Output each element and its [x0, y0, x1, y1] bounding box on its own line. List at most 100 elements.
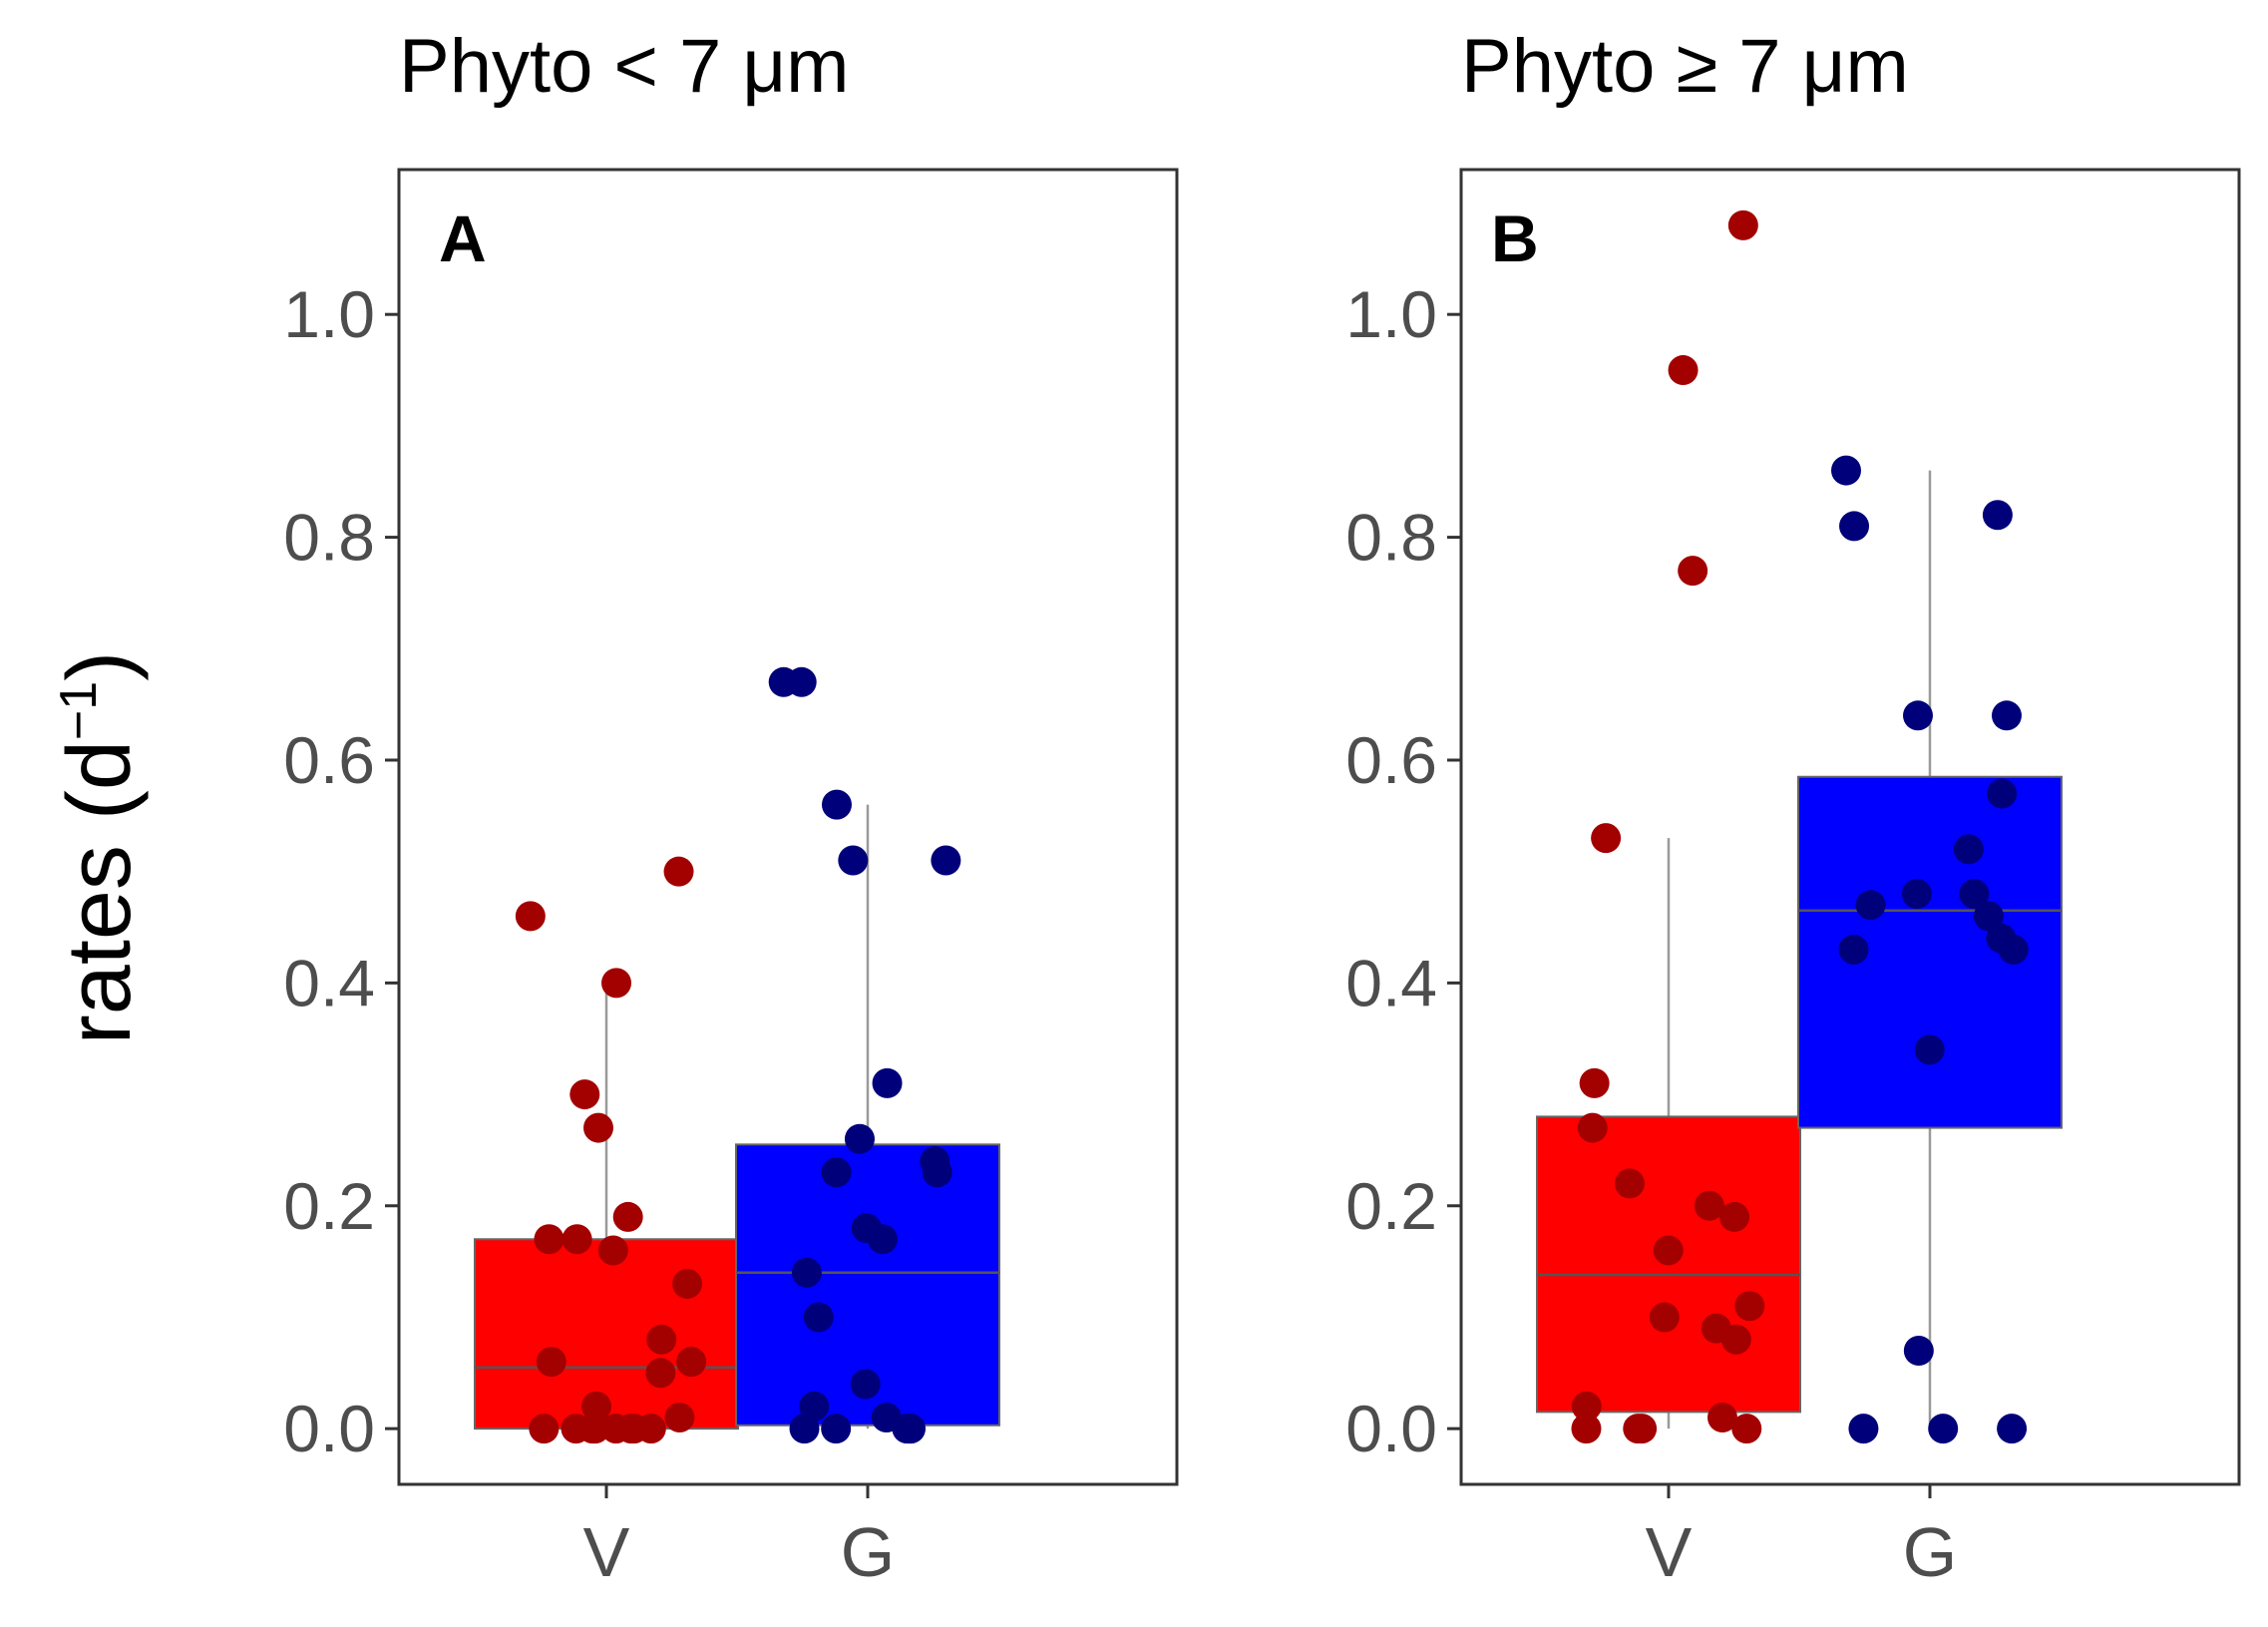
- panel-b-y-ticks: 0.0 0.2 0.4 0.6 0.8 1.0: [1345, 277, 1461, 1465]
- panel-b-g-point: [1953, 834, 1984, 865]
- panel-a-v-point: [612, 1201, 643, 1232]
- panel-a-g-point: [922, 1157, 952, 1188]
- panel-a-g-point: [821, 1157, 852, 1188]
- panel-b-v-point: [1577, 1112, 1608, 1143]
- panel-b-v-point: [1591, 823, 1622, 854]
- panel-a-v-point: [618, 1414, 649, 1444]
- panel-a-x-tick-label: V: [583, 1513, 630, 1591]
- panel-b-v-point: [1649, 1302, 1680, 1333]
- panel-b-letter: B: [1491, 202, 1539, 275]
- panel-b-g-point: [1839, 511, 1870, 542]
- panel-a-g-point: [838, 845, 869, 876]
- panel-a-v-point: [597, 1235, 628, 1266]
- panel-b-v-point: [1571, 1391, 1602, 1422]
- panel-b-frame: [1459, 168, 2241, 1486]
- panel-b-v-point: [1719, 1201, 1750, 1232]
- panel-a-v-point: [646, 1324, 677, 1355]
- panel-b-g-point: [1838, 934, 1869, 965]
- panel-a-v-point: [582, 1112, 613, 1143]
- panel-b-v-point: [1727, 209, 1758, 240]
- panel-b-g-point: [1902, 700, 1933, 731]
- panel-a-v-point: [663, 856, 694, 887]
- panel-a-x-tick-label: G: [841, 1513, 895, 1591]
- panel-a-y-tick-label: 0.8: [283, 501, 375, 575]
- panel-a-g-point: [844, 1123, 875, 1154]
- panel-a-y-tick-label: 0.6: [283, 723, 375, 797]
- y-axis-label: rates (d−1): [50, 651, 150, 1044]
- panel-a-v-point: [515, 901, 546, 932]
- panel-a-y-tick-label: 0.4: [283, 946, 375, 1019]
- panel-b-plot: [1536, 209, 2063, 1444]
- y-axis-label-close: ): [50, 651, 150, 681]
- panel-b-v-point: [1734, 1291, 1765, 1322]
- panel-a-g-point: [799, 1391, 830, 1422]
- panel-b-v-point: [1653, 1235, 1684, 1266]
- panel-a-v-point: [534, 1224, 565, 1255]
- y-axis-label-text: rates (d: [50, 740, 150, 1044]
- panel-b-y-tick-label: 0.2: [1345, 1169, 1437, 1243]
- panel-b-g-point: [1987, 778, 2018, 809]
- panel-b-v-point: [1579, 1067, 1610, 1098]
- panel-a-g-point: [867, 1224, 898, 1255]
- panel-a-y-ticks: 0.0 0.2 0.4 0.6 0.8 1.0: [283, 277, 399, 1465]
- panel-b-x-tick-label: G: [1903, 1513, 1957, 1591]
- panel-a-g-point: [850, 1369, 881, 1400]
- panel-b-g-point: [1928, 1414, 1959, 1444]
- panel-a-y-tick-label: 0.0: [283, 1392, 375, 1465]
- panel-b-g-point: [1914, 1034, 1945, 1065]
- panel-a-v-point: [676, 1347, 707, 1378]
- panel-a-v-point: [577, 1414, 608, 1444]
- panel-a-frame: [397, 168, 1179, 1486]
- panel-b-v-point: [1707, 1402, 1738, 1432]
- panel-b-g-point: [1997, 1414, 2028, 1444]
- panel-a-v-point: [601, 968, 632, 999]
- panel-b-v-point: [1731, 1414, 1762, 1444]
- y-axis-label-superscript: −1: [50, 681, 108, 740]
- panel-b-g-point: [1973, 901, 2004, 932]
- panel-b-v-box: [1536, 1115, 1801, 1414]
- panel-a-g-point: [821, 1414, 852, 1444]
- panel-a-v-point: [664, 1402, 695, 1432]
- panel-b-g-point: [1982, 500, 2013, 531]
- panel-b-g-point: [1903, 1335, 1934, 1366]
- panel-b-x-tick-label: V: [1646, 1513, 1693, 1591]
- panel-a-letter: A: [439, 202, 487, 275]
- panel-b-v-point: [1614, 1168, 1645, 1199]
- panel-b-v-point: [1571, 1414, 1602, 1444]
- panel-b-g-point: [1998, 934, 2029, 965]
- panel-a-g-point: [931, 845, 961, 876]
- panel-b-v-point: [1668, 355, 1699, 386]
- panel-b-v-point: [1678, 556, 1708, 587]
- panel-a-y-tick-label: 0.2: [283, 1169, 375, 1243]
- panel-b-v-point: [1627, 1414, 1658, 1444]
- panel-b-g-point: [1959, 879, 1990, 910]
- panel-b-y-tick-label: 0.8: [1345, 501, 1437, 575]
- panel-a-v-point: [645, 1358, 676, 1389]
- panel-a-g-point: [821, 789, 852, 820]
- panel-a-v-point: [529, 1414, 560, 1444]
- panel-a-g-point: [789, 1414, 820, 1444]
- panel-a-v-point: [536, 1347, 567, 1378]
- panel-b-y-tick-label: 1.0: [1345, 277, 1437, 351]
- panel-a-g-point: [872, 1067, 903, 1098]
- panel-b-v-point: [1694, 1190, 1724, 1221]
- panel-a-g-point: [768, 666, 799, 697]
- panel-b-y-tick-label: 0.0: [1345, 1392, 1437, 1465]
- panel-b-g-point: [1991, 700, 2022, 731]
- panel-b-y-tick-label: 0.4: [1345, 946, 1437, 1019]
- panel-a-g-point: [803, 1302, 834, 1333]
- panel-b-y-tick-label: 0.6: [1345, 723, 1437, 797]
- panel-a-v-point: [569, 1079, 600, 1110]
- panel-a-v-point: [562, 1224, 592, 1255]
- panel-b-g-point: [1901, 879, 1932, 910]
- panel-a-plot: [474, 666, 1000, 1444]
- panel-a-g-point: [893, 1414, 924, 1444]
- panel-b-g-point: [1831, 455, 1862, 486]
- panel-a-v-point: [580, 1391, 611, 1422]
- panel-a-y-tick-label: 1.0: [283, 277, 375, 351]
